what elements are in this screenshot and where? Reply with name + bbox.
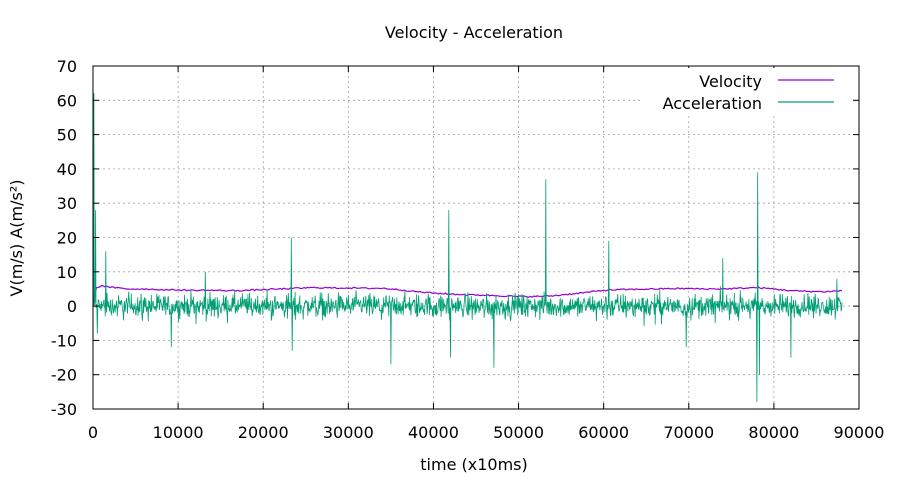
legend-background bbox=[640, 68, 850, 116]
x-tick-label: 70000 bbox=[663, 423, 714, 442]
x-tick-label: 40000 bbox=[408, 423, 459, 442]
chart-title: Velocity - Acceleration bbox=[385, 23, 563, 42]
y-tick-label: -20 bbox=[51, 366, 77, 385]
x-tick-label: 10000 bbox=[153, 423, 204, 442]
x-tick-label: 80000 bbox=[748, 423, 799, 442]
x-tick-label: 50000 bbox=[493, 423, 544, 442]
y-tick-label: 10 bbox=[57, 263, 77, 282]
y-tick-label: -10 bbox=[51, 331, 77, 350]
y-tick-label: 20 bbox=[57, 229, 77, 248]
grid-layer bbox=[93, 66, 859, 409]
y-tick-label: 60 bbox=[57, 91, 77, 110]
x-axis-label: time (x10ms) bbox=[420, 455, 527, 474]
acceleration-series-layer bbox=[92, 93, 843, 403]
legend-label-acceleration: Acceleration bbox=[663, 94, 762, 113]
y-axis-label: V(m/s) A(m/s²) bbox=[7, 180, 26, 297]
y-tick-label: 40 bbox=[57, 160, 77, 179]
x-tick-label: 0 bbox=[88, 423, 98, 442]
y-tick-label: 50 bbox=[57, 126, 77, 145]
x-tick-label: 20000 bbox=[238, 423, 289, 442]
x-tick-label: 30000 bbox=[323, 423, 374, 442]
tick-layer: 0 10000 20000 30000 40000 50000 60000 70000 8000… bbox=[51, 57, 885, 442]
y-tick-label: -30 bbox=[51, 400, 77, 419]
legend: Velocity Acceleration bbox=[640, 68, 850, 116]
x-tick-label: 60000 bbox=[578, 423, 629, 442]
y-tick-label: 70 bbox=[57, 57, 77, 76]
x-tick-label: 90000 bbox=[834, 423, 885, 442]
legend-label-velocity: Velocity bbox=[699, 72, 762, 91]
acceleration-line bbox=[92, 93, 843, 403]
y-tick-label: 0 bbox=[67, 297, 77, 316]
y-tick-label: 30 bbox=[57, 194, 77, 213]
